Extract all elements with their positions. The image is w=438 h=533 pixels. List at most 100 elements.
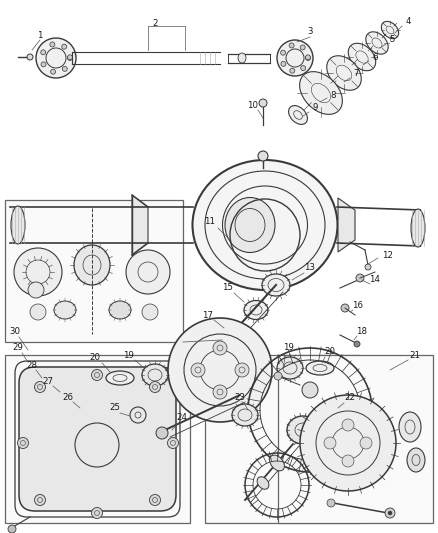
Ellipse shape	[192, 160, 338, 290]
Circle shape	[213, 341, 227, 355]
Circle shape	[259, 99, 267, 107]
Text: 16: 16	[353, 302, 364, 311]
Circle shape	[30, 304, 46, 320]
Ellipse shape	[411, 209, 425, 247]
Text: 28: 28	[27, 360, 38, 369]
Text: 30: 30	[10, 327, 21, 336]
Text: 11: 11	[205, 217, 215, 227]
Circle shape	[8, 525, 16, 533]
Ellipse shape	[287, 416, 319, 444]
Circle shape	[360, 437, 372, 449]
Circle shape	[342, 419, 354, 431]
Circle shape	[35, 495, 46, 505]
Text: 18: 18	[357, 327, 367, 336]
Circle shape	[156, 427, 168, 439]
Text: 17: 17	[202, 311, 213, 319]
Bar	[205, 355, 360, 523]
Ellipse shape	[366, 32, 388, 54]
Circle shape	[277, 40, 313, 76]
Circle shape	[290, 68, 295, 73]
Ellipse shape	[106, 371, 134, 385]
Circle shape	[388, 511, 392, 515]
Ellipse shape	[142, 364, 168, 386]
Circle shape	[289, 43, 294, 48]
Circle shape	[302, 382, 318, 398]
Circle shape	[92, 507, 102, 519]
Text: 3: 3	[307, 28, 313, 36]
Ellipse shape	[262, 274, 290, 296]
Ellipse shape	[399, 412, 421, 442]
Circle shape	[130, 407, 146, 423]
Circle shape	[27, 54, 33, 60]
Circle shape	[142, 304, 158, 320]
Circle shape	[41, 50, 46, 55]
Text: 7: 7	[353, 69, 359, 78]
FancyBboxPatch shape	[19, 367, 176, 511]
Circle shape	[28, 282, 44, 298]
Circle shape	[300, 45, 305, 50]
Circle shape	[300, 66, 306, 70]
Circle shape	[305, 55, 311, 61]
Ellipse shape	[232, 404, 258, 426]
Text: 9: 9	[312, 103, 318, 112]
Text: 21: 21	[410, 351, 420, 359]
Ellipse shape	[407, 448, 425, 472]
Ellipse shape	[238, 53, 246, 63]
Circle shape	[300, 395, 396, 491]
Ellipse shape	[381, 21, 399, 38]
Circle shape	[327, 499, 335, 507]
Ellipse shape	[270, 455, 284, 471]
Circle shape	[126, 250, 170, 294]
Text: 14: 14	[370, 276, 381, 285]
Text: 2: 2	[152, 19, 158, 28]
Ellipse shape	[327, 56, 361, 90]
Circle shape	[354, 341, 360, 347]
Circle shape	[167, 438, 179, 448]
Bar	[5, 355, 190, 523]
Circle shape	[342, 455, 354, 467]
Ellipse shape	[300, 71, 343, 115]
Ellipse shape	[289, 106, 307, 124]
Text: 4: 4	[405, 18, 411, 27]
Bar	[5, 200, 183, 342]
Circle shape	[281, 61, 286, 67]
Circle shape	[168, 318, 272, 422]
Circle shape	[41, 62, 46, 67]
Circle shape	[67, 55, 73, 61]
Text: 23: 23	[234, 393, 246, 402]
Circle shape	[365, 264, 371, 270]
Circle shape	[274, 372, 282, 380]
Bar	[278, 355, 433, 523]
Circle shape	[149, 495, 160, 505]
Text: 26: 26	[63, 393, 74, 402]
Polygon shape	[132, 195, 148, 255]
Ellipse shape	[306, 361, 334, 375]
Ellipse shape	[54, 301, 76, 319]
Ellipse shape	[74, 245, 110, 285]
Circle shape	[36, 38, 76, 78]
Text: 22: 22	[345, 393, 356, 402]
Text: 12: 12	[382, 251, 393, 260]
Text: 1: 1	[37, 30, 43, 39]
Circle shape	[191, 363, 205, 377]
Text: 20: 20	[89, 353, 100, 362]
Circle shape	[62, 44, 67, 49]
Text: 8: 8	[330, 91, 336, 100]
Circle shape	[149, 382, 160, 392]
Circle shape	[51, 69, 56, 74]
Circle shape	[213, 385, 227, 399]
Ellipse shape	[225, 327, 247, 343]
Polygon shape	[338, 198, 355, 252]
Circle shape	[324, 437, 336, 449]
Circle shape	[258, 151, 268, 161]
Circle shape	[235, 363, 249, 377]
Ellipse shape	[277, 357, 303, 379]
Circle shape	[281, 50, 286, 55]
Ellipse shape	[257, 477, 269, 489]
Circle shape	[305, 55, 311, 60]
Text: 29: 29	[13, 343, 24, 352]
Text: 13: 13	[304, 263, 315, 272]
Circle shape	[356, 274, 364, 282]
Circle shape	[62, 67, 67, 71]
Text: 5: 5	[389, 36, 395, 44]
